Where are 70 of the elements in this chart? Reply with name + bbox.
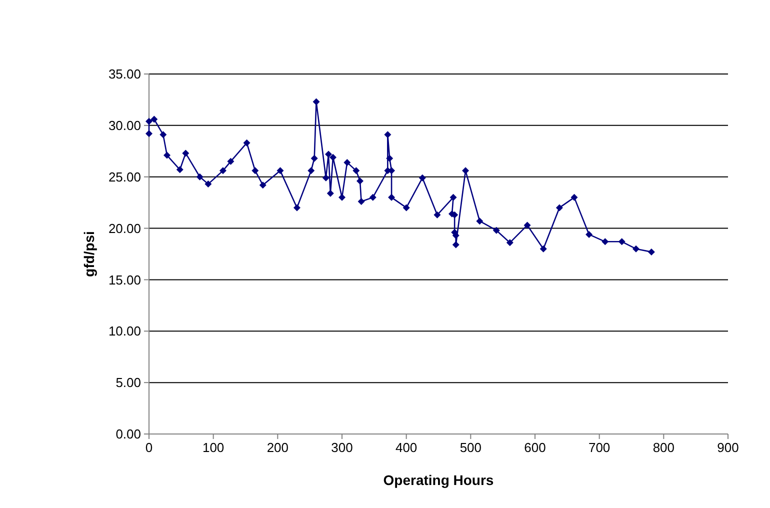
y-tick-label: 20.00 bbox=[108, 220, 141, 236]
y-tick-label: 25.00 bbox=[108, 169, 141, 184]
point bbox=[602, 238, 609, 246]
point bbox=[312, 98, 320, 106]
y-tick-label: 30.00 bbox=[108, 118, 141, 133]
point bbox=[322, 174, 330, 182]
point bbox=[476, 218, 484, 225]
y-tick-label: 5.00 bbox=[116, 375, 141, 390]
point bbox=[402, 204, 410, 212]
x-axis-title: Operating Hours bbox=[383, 472, 494, 488]
y-tick-label: 35.00 bbox=[108, 66, 141, 82]
x-tick-label: 500 bbox=[460, 440, 482, 455]
point bbox=[570, 194, 578, 201]
x-tick-label: 700 bbox=[588, 440, 610, 455]
y-tick-label: 15.00 bbox=[108, 272, 141, 288]
point bbox=[618, 238, 626, 246]
point bbox=[648, 248, 655, 256]
point bbox=[524, 222, 531, 229]
point bbox=[492, 226, 500, 234]
x-tick-label: 0 bbox=[145, 440, 153, 455]
y-axis-title: gfd/psi bbox=[81, 231, 97, 277]
point bbox=[369, 194, 376, 201]
point bbox=[450, 194, 457, 201]
point bbox=[452, 241, 460, 248]
point bbox=[338, 194, 346, 201]
point bbox=[434, 211, 441, 218]
point bbox=[204, 180, 212, 188]
point bbox=[329, 154, 336, 161]
point bbox=[556, 204, 563, 212]
y-tick-label: 10.00 bbox=[108, 324, 141, 339]
point bbox=[388, 194, 396, 201]
point bbox=[219, 167, 226, 174]
point bbox=[259, 182, 266, 189]
point bbox=[632, 245, 640, 252]
point bbox=[352, 167, 360, 174]
point bbox=[176, 166, 184, 174]
point bbox=[160, 131, 167, 138]
point bbox=[243, 139, 250, 146]
point bbox=[506, 239, 514, 246]
point bbox=[540, 245, 547, 252]
point bbox=[386, 154, 394, 162]
point bbox=[326, 190, 334, 197]
x-tick-label: 100 bbox=[202, 440, 224, 455]
point bbox=[358, 198, 365, 206]
point bbox=[462, 167, 470, 174]
point bbox=[586, 230, 593, 238]
point bbox=[276, 167, 284, 174]
point bbox=[308, 167, 315, 174]
point bbox=[293, 204, 300, 212]
x-tick-label: 300 bbox=[331, 440, 353, 455]
x-tick-label: 200 bbox=[266, 440, 289, 455]
x-tick-label: 900 bbox=[717, 440, 739, 455]
point bbox=[227, 158, 234, 165]
point bbox=[146, 130, 152, 138]
point bbox=[324, 150, 332, 158]
point bbox=[418, 174, 426, 182]
point bbox=[150, 116, 158, 123]
point bbox=[356, 177, 364, 184]
point bbox=[252, 167, 259, 174]
y-tick-label: 0.00 bbox=[116, 426, 141, 442]
point bbox=[310, 154, 318, 162]
point bbox=[196, 173, 204, 180]
point bbox=[344, 158, 351, 166]
x-tick-label: 400 bbox=[395, 440, 418, 455]
point bbox=[164, 152, 171, 159]
x-tick-label: 800 bbox=[652, 440, 675, 455]
point bbox=[384, 131, 392, 138]
point bbox=[182, 150, 190, 157]
point bbox=[146, 118, 152, 125]
x-tick-label: 600 bbox=[524, 440, 546, 455]
